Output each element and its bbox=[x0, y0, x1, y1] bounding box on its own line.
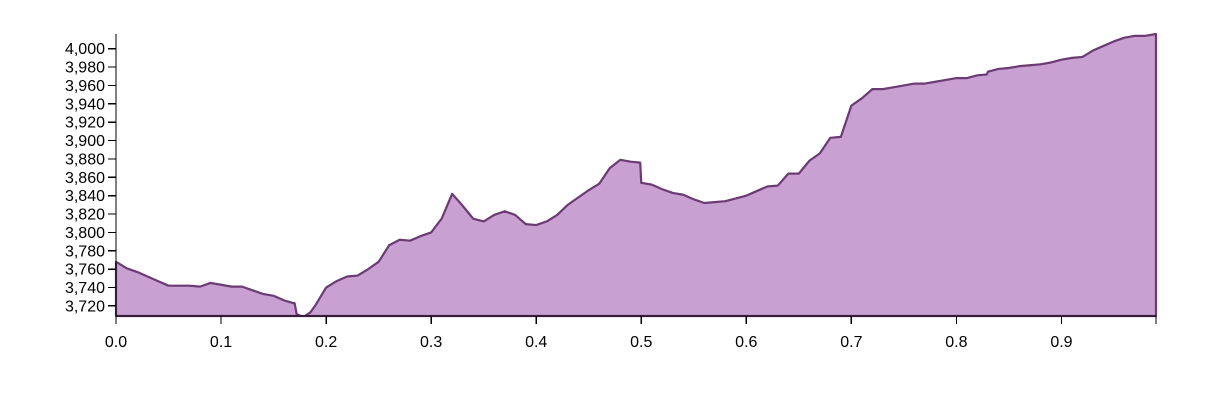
y-tick-label: 3,860 bbox=[65, 170, 105, 187]
y-tick-label: 3,900 bbox=[65, 133, 105, 150]
x-axis: 0.0 0.1 0.2 0.3 0.4 0.5 0.6 0.7 0.8 0.9 bbox=[105, 315, 1157, 351]
x-tick-label: 0.7 bbox=[840, 334, 862, 351]
y-tick-label: 3,880 bbox=[65, 151, 105, 168]
y-tick-label: 3,920 bbox=[65, 115, 105, 132]
x-tick-label: 0.1 bbox=[210, 334, 232, 351]
y-tick-label: 3,780 bbox=[65, 243, 105, 260]
x-tick-label: 0.0 bbox=[105, 334, 127, 351]
x-tick-label: 0.2 bbox=[315, 334, 337, 351]
x-tick-label: 0.6 bbox=[735, 334, 757, 351]
y-tick-label: 3,740 bbox=[65, 280, 105, 297]
x-tick-label: 0.5 bbox=[630, 334, 652, 351]
y-tick-label: 3,940 bbox=[65, 96, 105, 113]
plot-area bbox=[114, 32, 1158, 318]
area-fill bbox=[116, 34, 1156, 316]
x-tick-label: 0.9 bbox=[1050, 334, 1072, 351]
x-tick-label: 0.3 bbox=[420, 334, 442, 351]
y-tick-label: 3,720 bbox=[65, 298, 105, 315]
area-line bbox=[114, 32, 1158, 318]
y-tick-label: 3,800 bbox=[65, 225, 105, 242]
y-tick-label: 3,960 bbox=[65, 78, 105, 95]
y-tick-label: 3,840 bbox=[65, 188, 105, 205]
y-tick-label: 3,820 bbox=[65, 207, 105, 224]
x-tick-label: 0.8 bbox=[945, 334, 967, 351]
x-tick-label: 0.4 bbox=[525, 334, 547, 351]
y-tick-label: 3,980 bbox=[65, 60, 105, 77]
y-tick-label: 3,760 bbox=[65, 262, 105, 279]
y-tick-label: 4,000 bbox=[65, 41, 105, 58]
